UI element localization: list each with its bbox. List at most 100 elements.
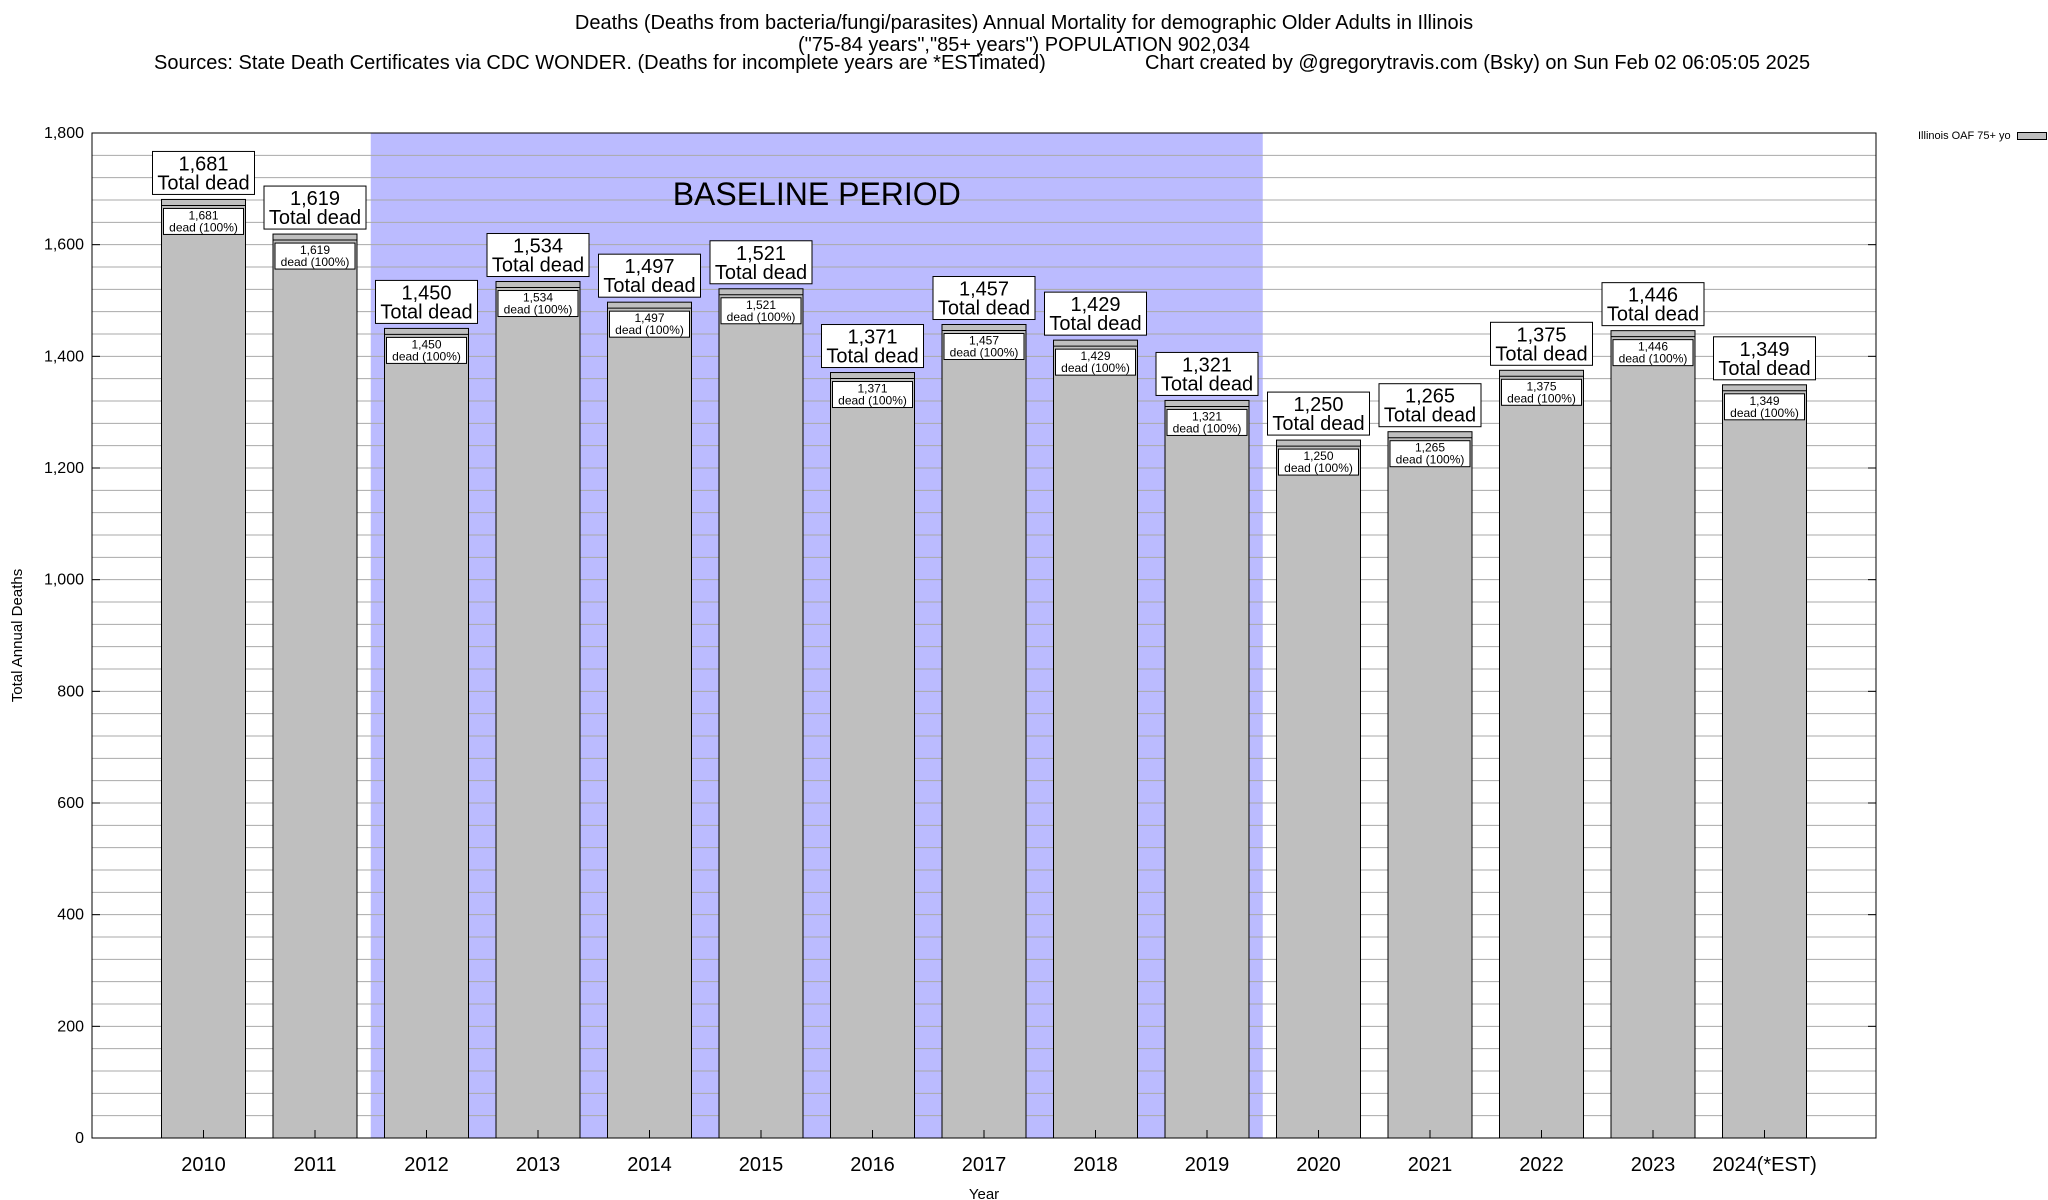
total-label-box [263,185,367,230]
total-value-label: 1,521 [736,243,786,265]
segment-percent-label: dead (100%) [727,310,796,324]
total-label-box [1044,291,1147,336]
legend-label: Illinois OAF 75+ yo [1918,130,2011,142]
segment-label-box [1389,440,1471,468]
segment-label-box [832,381,913,409]
total-value-label: 1,457 [959,279,1009,301]
bar [718,288,804,1139]
total-label-box [1155,351,1259,396]
total-label-box [1713,336,1816,381]
x-tick-label: 2023 [1631,1154,1676,1176]
y-tick-label: 1,200 [44,460,84,477]
x-tick-label: 2019 [1185,1154,1230,1176]
segment-value-label: 1,321 [1192,409,1222,423]
x-tick-label: 2021 [1408,1154,1453,1176]
segment-label-box [1724,393,1805,421]
total-dead-label: Total dead [157,172,249,194]
total-value-label: 1,349 [1739,339,1789,361]
segment-label-box [163,207,244,235]
total-label-box [598,253,701,298]
segment-label-box [943,333,1025,361]
total-dead-label: Total dead [938,298,1030,320]
x-tick-label: 2011 [293,1154,336,1176]
total-label-box [1378,383,1482,428]
x-tick-label: 2016 [850,1154,895,1176]
x-tick-label: 2020 [1296,1154,1341,1176]
total-value-label: 1,497 [624,256,674,278]
total-dead-label: Total dead [269,207,361,229]
bar [1722,384,1807,1139]
total-label-box [1267,391,1370,436]
bar [161,198,246,1139]
segment-percent-label: dead (100%) [1619,352,1688,366]
total-label-box [1490,321,1593,366]
x-tick-label: 2022 [1519,1154,1564,1176]
total-label-box [932,276,1036,321]
y-tick-label: 0 [75,1130,84,1147]
segment-value-label: 1,619 [300,243,330,257]
total-label-box [152,150,255,195]
bar [1053,339,1138,1139]
segment-label-box [1278,448,1359,476]
segment-label-box [386,336,467,364]
x-tick-label: 2018 [1073,1154,1118,1176]
x-tick-label: 2014 [627,1154,672,1176]
total-value-label: 1,450 [401,282,451,304]
segment-percent-label: dead (100%) [504,303,573,317]
segment-percent-label: dead (100%) [1507,391,1576,405]
segment-percent-label: dead (100%) [1284,461,1353,475]
x-axis-label: Year [969,1186,999,1200]
x-tick-label: 2010 [181,1154,226,1176]
total-dead-label: Total dead [1718,358,1810,380]
chart-title-block: Deaths (Deaths from bacteria/fungi/paras… [0,12,2048,56]
bar [941,324,1027,1139]
segment-value-label: 1,265 [1415,441,1445,455]
chart-sources: Sources: State Death Certificates via CD… [154,52,1046,74]
y-tick-label: 600 [57,795,84,812]
segment-value-label: 1,521 [746,298,776,312]
bar [495,281,581,1139]
total-dead-label: Total dead [1272,413,1364,435]
segment-value-label: 1,681 [188,208,218,222]
total-value-label: 1,375 [1516,324,1566,346]
total-value-label: 1,371 [847,327,897,349]
bar [384,327,469,1139]
total-label-box [486,233,590,278]
total-value-label: 1,429 [1070,294,1120,316]
total-value-label: 1,446 [1628,285,1678,307]
total-label-box [375,279,478,324]
total-dead-label: Total dead [380,301,472,323]
total-dead-label: Total dead [603,275,695,297]
total-value-label: 1,681 [178,153,228,175]
total-dead-label: Total dead [1495,343,1587,365]
bar [607,301,692,1139]
segment-value-label: 1,497 [634,311,664,325]
segment-percent-label: dead (100%) [1730,406,1799,420]
bar [830,372,915,1139]
segment-label-box [1612,339,1694,367]
total-value-label: 1,534 [513,236,563,258]
bar [1499,369,1584,1139]
y-tick-label: 1,400 [44,348,84,365]
chart-credit: Chart created by @gregorytravis.com (Bsk… [1145,52,1811,74]
total-value-label: 1,250 [1293,394,1343,416]
segment-value-label: 1,375 [1526,379,1556,393]
x-tick-label: 2017 [962,1154,1007,1176]
chart-title: Deaths (Deaths from bacteria/fungi/paras… [574,12,1474,34]
y-axis-label: Total Annual Deaths [9,569,26,702]
segment-percent-label: dead (100%) [1061,361,1130,375]
y-tick-label: 1,600 [44,237,84,254]
total-value-label: 1,321 [1182,354,1232,376]
baseline-period-label: BASELINE PERIOD [673,176,961,212]
bar [1276,439,1361,1139]
segment-value-label: 1,250 [1303,449,1333,463]
y-tick-label: 200 [57,1018,84,1035]
total-dead-label: Total dead [1049,313,1141,335]
segment-percent-label: dead (100%) [392,349,461,363]
total-value-label: 1,619 [290,188,340,210]
segment-label-box [609,310,690,338]
segment-label-box [720,297,802,325]
x-tick-label: 2024(*EST) [1712,1154,1817,1176]
bar [272,233,358,1139]
